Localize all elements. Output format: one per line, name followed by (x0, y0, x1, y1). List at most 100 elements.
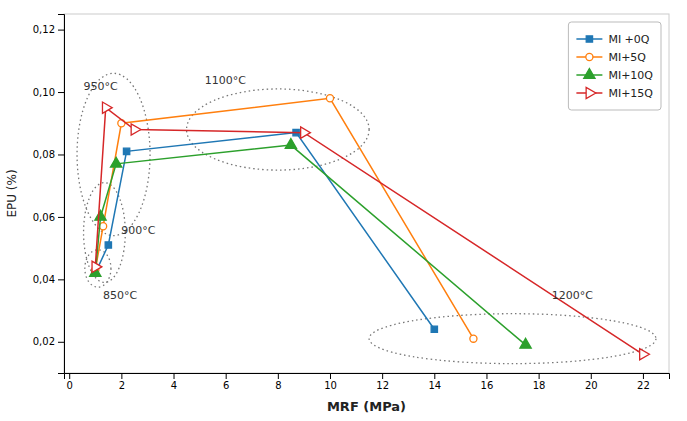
tick: 2 (119, 373, 125, 391)
point (640, 349, 650, 360)
annotations: 850°C 900°C 950°C 1100°C 1200°C (84, 74, 594, 302)
tick: 14 (428, 373, 441, 391)
tick-label: 2 (119, 380, 125, 391)
series-line (95, 108, 643, 355)
tick: 4 (171, 373, 177, 391)
legend-label: MI+15Q (608, 87, 653, 100)
ellipse (84, 183, 126, 283)
tick-label: 8 (275, 380, 281, 391)
legend-label: MI+5Q (608, 51, 646, 64)
annotation: 850°C (103, 289, 137, 302)
plot-area (77, 73, 656, 363)
tick: 20 (585, 373, 598, 391)
tick-mark (382, 373, 383, 379)
tick: 16 (481, 373, 494, 391)
x-axis-title: MRF (MPa) (327, 399, 406, 414)
tick-label: 14 (428, 380, 441, 391)
point (431, 326, 437, 332)
tick-label: 0,12 (33, 24, 55, 35)
tick-label: 0,02 (33, 336, 55, 347)
tick-label: 6 (223, 380, 229, 391)
series-line (95, 133, 434, 330)
tick-mark (539, 373, 540, 379)
tick: 6 (223, 373, 229, 391)
point (285, 139, 296, 149)
tick-label: 0,04 (33, 274, 55, 285)
tick: 0,02 (33, 336, 64, 347)
legend-item: MI+5Q (576, 51, 646, 64)
tick-label: 4 (171, 380, 177, 391)
legend-item: MI+15Q (576, 87, 653, 100)
tick-mark (643, 373, 644, 379)
tick: 0 (67, 373, 73, 391)
legend-symbol (586, 87, 596, 98)
tick: 0,10 (33, 87, 64, 98)
point (102, 102, 112, 113)
annotation: 950°C (84, 80, 118, 93)
tick-mark (58, 217, 64, 218)
tick-label: 0,10 (33, 87, 55, 98)
tick-label: 10 (324, 380, 337, 391)
tick-label: 0 (67, 380, 73, 391)
legend: MI +0Q MI+5Q MI+10Q MI+15Q (568, 22, 661, 110)
tick-mark (226, 373, 227, 379)
tick-mark (486, 373, 487, 379)
tick: 0,06 (33, 212, 64, 223)
tick: 18 (533, 373, 546, 391)
annotation: 1200°C (552, 289, 593, 302)
axis-domain (65, 374, 670, 380)
tick-label: 0,06 (33, 212, 55, 223)
tick-mark (278, 373, 279, 379)
point (301, 127, 311, 138)
tick-label: 0,08 (33, 149, 55, 160)
annotation: 1100°C (205, 74, 246, 87)
series-line (95, 98, 473, 338)
tick-mark (121, 373, 122, 379)
ellipse (77, 73, 150, 235)
tick: 12 (376, 373, 389, 391)
tick-mark (58, 92, 64, 93)
tick: 10 (324, 373, 337, 391)
legend-item: MI+10Q (576, 68, 653, 81)
point (131, 124, 141, 135)
tick-mark (330, 373, 331, 379)
series-line (95, 145, 525, 345)
tick-label: 16 (481, 380, 494, 391)
y-axis-title: EPU (%) (5, 169, 19, 217)
tick: 0,12 (33, 24, 64, 35)
point (92, 261, 102, 272)
tick-mark (434, 373, 435, 379)
legend-label: MI+10Q (608, 69, 653, 82)
tick-mark (174, 373, 175, 379)
legend-symbol (586, 53, 593, 60)
tick-mark (69, 373, 70, 379)
tick-label: 12 (376, 380, 389, 391)
point (105, 242, 111, 248)
tick: 8 (275, 373, 281, 391)
tick-mark (58, 30, 64, 31)
y-axis: 0,02 0,04 0,06 0,08 0,10 0,12 (33, 15, 65, 374)
legend-item: MI +0Q (576, 33, 649, 46)
x-axis: 0 2 4 6 8 10 12 14 16 18 20 22 (65, 373, 670, 391)
point (520, 338, 531, 348)
legend-symbol (586, 36, 592, 42)
tick-mark (591, 373, 592, 379)
axis-domain (58, 15, 65, 374)
ellipse (369, 314, 656, 364)
point (111, 157, 122, 167)
point (123, 148, 129, 154)
tick-label: 20 (585, 380, 598, 391)
tick: 0,08 (33, 149, 64, 160)
point (326, 95, 333, 102)
legend-box (568, 22, 661, 110)
plot-frame (64, 14, 669, 373)
tick: 0,04 (33, 274, 64, 285)
tick-mark (58, 154, 64, 155)
point (470, 335, 477, 342)
tick-mark (58, 279, 64, 280)
legend-symbol (584, 68, 595, 78)
tick-mark (58, 342, 64, 343)
point (95, 210, 106, 220)
tick-label: 22 (637, 380, 650, 391)
annotation: 900°C (121, 224, 155, 237)
